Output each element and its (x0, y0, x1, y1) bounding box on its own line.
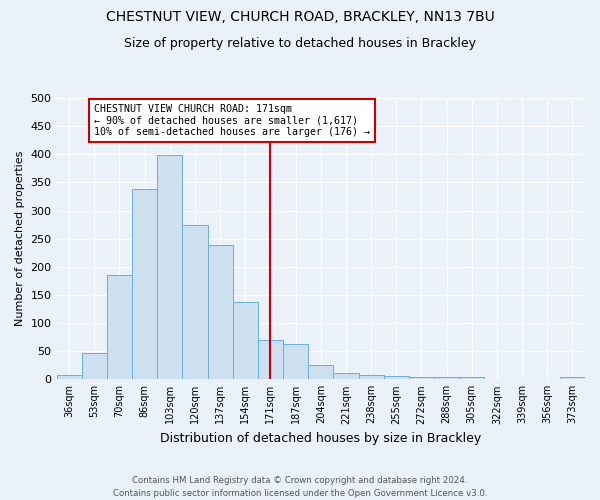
Bar (560, 377, 585, 380)
X-axis label: Distribution of detached houses by size in Brackley: Distribution of detached houses by size … (160, 432, 481, 445)
Y-axis label: Number of detached properties: Number of detached properties (15, 151, 25, 326)
Bar (56, 375, 82, 380)
Text: CHESTNUT VIEW CHURCH ROAD: 171sqm
← 90% of detached houses are smaller (1,617)
1: CHESTNUT VIEW CHURCH ROAD: 171sqm ← 90% … (94, 104, 370, 137)
Bar (459, 377, 484, 380)
Bar (233, 302, 258, 380)
Bar (107, 275, 132, 380)
Bar (334, 372, 359, 380)
Text: Size of property relative to detached houses in Brackley: Size of property relative to detached ho… (124, 38, 476, 51)
Text: Contains HM Land Registry data © Crown copyright and database right 2024.
Contai: Contains HM Land Registry data © Crown c… (113, 476, 487, 498)
Text: CHESTNUT VIEW, CHURCH ROAD, BRACKLEY, NN13 7BU: CHESTNUT VIEW, CHURCH ROAD, BRACKLEY, NN… (106, 10, 494, 24)
Bar (157, 156, 182, 380)
Bar (283, 344, 308, 380)
Bar (182, 224, 208, 380)
Bar (359, 375, 383, 380)
Bar (208, 246, 233, 380)
Bar (409, 377, 434, 380)
Bar (82, 354, 107, 380)
Bar (383, 376, 409, 380)
Bar (132, 189, 157, 380)
Bar (258, 340, 283, 380)
Bar (308, 365, 334, 380)
Bar (434, 377, 459, 380)
